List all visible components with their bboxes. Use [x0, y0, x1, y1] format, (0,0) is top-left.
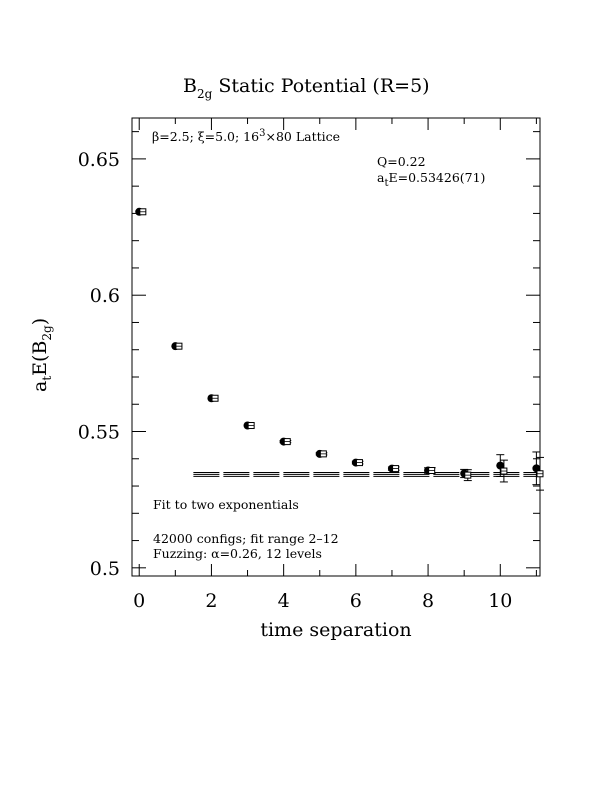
- y-tick-label: 0.5: [90, 558, 120, 580]
- x-tick-label: 6: [350, 590, 362, 612]
- y-tick-label: 0.65: [78, 149, 120, 171]
- axis-ticks: [132, 118, 540, 576]
- y-axis-label: atE(B2g): [29, 318, 54, 392]
- lattice-annotation: β=2.5; ξ=5.0; 163×80 Lattice: [152, 128, 340, 144]
- q-annotation: Q=0.22: [377, 154, 426, 169]
- chart-title: B2g Static Potential (R=5): [183, 75, 430, 101]
- plot-frame: [131, 117, 541, 577]
- x-tick-label: 0: [133, 590, 145, 612]
- x-tick-label: 4: [278, 590, 290, 612]
- y-tick-label: 0.55: [78, 422, 120, 444]
- configs-annotation: 42000 configs; fit range 2–12: [153, 531, 339, 546]
- energy-annotation: atE=0.53426(71): [377, 170, 485, 189]
- data-points: [135, 207, 544, 491]
- x-tick-labels: 0 2 4 6 8 10: [133, 590, 512, 612]
- fit-annotation: Fit to two exponentials: [153, 497, 299, 512]
- x-tick-label: 8: [422, 590, 434, 612]
- x-tick-label: 2: [205, 590, 217, 612]
- fit-band: [193, 471, 540, 477]
- y-tick-label: 0.6: [90, 285, 120, 307]
- x-axis-label: time separation: [260, 619, 411, 641]
- fuzzing-annotation: Fuzzing: α=0.26, 12 levels: [153, 546, 322, 561]
- x-tick-label: 10: [488, 590, 512, 612]
- y-tick-labels: 0.5 0.55 0.6 0.65: [78, 149, 120, 580]
